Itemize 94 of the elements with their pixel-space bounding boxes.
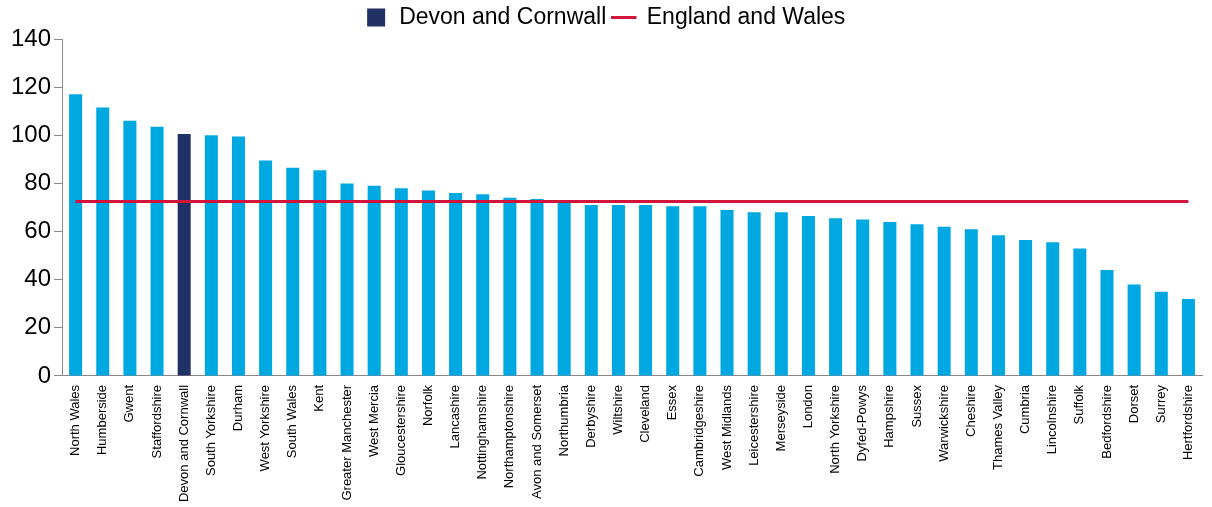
x-tick-label: Suffolk xyxy=(1071,384,1087,425)
x-tick-label: Hampshire xyxy=(881,384,897,448)
x-tick-label: Sussex xyxy=(908,384,924,428)
bar xyxy=(774,212,788,376)
legend-label: Devon and Cornwall xyxy=(399,2,607,29)
x-tick-label: Wiltshire xyxy=(610,384,626,435)
bar xyxy=(123,120,137,376)
x-tick-label: Warwickshire xyxy=(935,384,951,462)
bar xyxy=(96,107,110,376)
bar xyxy=(1181,298,1195,376)
x-tick-label: West Yorkshire xyxy=(257,384,273,472)
x-tick-label: Staffordshire xyxy=(148,384,164,459)
x-tick-label: Northamptonshire xyxy=(501,384,517,489)
x-tick-label: Devon and Cornwall xyxy=(175,384,191,503)
bar xyxy=(177,134,191,376)
bar xyxy=(964,229,978,376)
x-tick-label: Gwent xyxy=(121,384,137,423)
x-tick-label: Dyfed-Powys xyxy=(854,384,870,462)
x-tick-label: Lancashire xyxy=(447,384,463,449)
bar xyxy=(801,215,815,376)
bar xyxy=(584,205,598,376)
bar xyxy=(693,206,707,376)
bar xyxy=(286,167,300,376)
bar xyxy=(449,193,463,376)
x-tick-label: Durham xyxy=(230,384,246,432)
bar xyxy=(204,135,218,376)
bar xyxy=(503,197,517,376)
y-tick-label: 120 xyxy=(11,71,52,99)
x-tick-label: Cleveland xyxy=(637,384,653,443)
x-tick-label: Cambridgeshire xyxy=(691,384,707,477)
x-tick-label: London xyxy=(800,384,816,429)
x-tick-label: Humberside xyxy=(94,384,110,456)
bar xyxy=(883,221,897,376)
x-tick-label: South Yorkshire xyxy=(202,384,218,477)
x-tick-label: North Wales xyxy=(67,384,83,456)
x-tick-label: Thames Valley xyxy=(990,384,1006,470)
x-tick-label: Hertfordshire xyxy=(1180,384,1196,461)
y-tick-label: 0 xyxy=(37,360,52,388)
y-tick-label: 140 xyxy=(11,23,52,51)
x-tick-label: Leicestershire xyxy=(745,384,761,466)
legend-label: England and Wales xyxy=(646,2,846,29)
x-tick-label: Merseyside xyxy=(772,384,788,452)
bar xyxy=(910,224,924,376)
x-tick-label: Essex xyxy=(664,384,680,421)
bar xyxy=(340,183,354,376)
x-tick-label: West Midlands xyxy=(718,384,734,470)
bar xyxy=(367,185,381,376)
bar xyxy=(530,199,544,376)
bar xyxy=(1073,248,1087,376)
bar xyxy=(639,205,653,376)
x-tick-label: Greater Manchester xyxy=(338,384,354,501)
x-tick-label: Bedfordshire xyxy=(1098,384,1114,459)
bar xyxy=(557,202,571,376)
x-tick-label: Derbyshire xyxy=(582,384,598,448)
bar xyxy=(937,226,951,376)
x-tick-label: West Mercia xyxy=(365,384,381,457)
y-tick-label: 40 xyxy=(24,264,52,292)
x-tick-label: Kent xyxy=(311,384,327,412)
y-tick-label: 100 xyxy=(11,119,52,147)
bar xyxy=(150,126,164,376)
x-tick-label: Cumbria xyxy=(1017,384,1033,435)
x-tick-label: Gloucestershire xyxy=(392,384,408,476)
x-tick-label: Nottinghamshire xyxy=(474,384,490,480)
bar xyxy=(611,205,625,376)
x-tick-label: Surrey xyxy=(1152,384,1168,424)
y-tick-label: 80 xyxy=(24,168,52,196)
bar xyxy=(1019,239,1033,376)
x-tick-label: Lincolnshire xyxy=(1044,384,1060,455)
bar xyxy=(313,170,327,376)
bar xyxy=(421,190,435,376)
bar xyxy=(991,235,1005,376)
bar xyxy=(69,94,83,376)
x-tick-label: South Wales xyxy=(284,384,300,459)
bar xyxy=(231,136,245,376)
bar xyxy=(394,188,408,376)
bar xyxy=(856,219,870,376)
bar xyxy=(720,209,734,376)
x-tick-label: Northumbria xyxy=(555,384,571,457)
bar xyxy=(1127,284,1141,376)
bar xyxy=(1100,270,1114,376)
bar xyxy=(1154,291,1168,376)
x-tick-label: Norfolk xyxy=(420,384,436,427)
bar xyxy=(666,206,680,376)
bar xyxy=(829,218,843,376)
y-tick-label: 20 xyxy=(24,312,52,340)
x-tick-label: Dorset xyxy=(1125,384,1141,424)
x-tick-label: North Yorkshire xyxy=(827,384,843,474)
bar xyxy=(747,212,761,376)
x-tick-label: Cheshire xyxy=(962,384,978,437)
bar xyxy=(476,194,490,376)
bar xyxy=(259,160,273,376)
x-tick-label: Avon and Somerset xyxy=(528,384,544,499)
y-tick-label: 60 xyxy=(24,216,52,244)
bar xyxy=(1046,242,1060,376)
